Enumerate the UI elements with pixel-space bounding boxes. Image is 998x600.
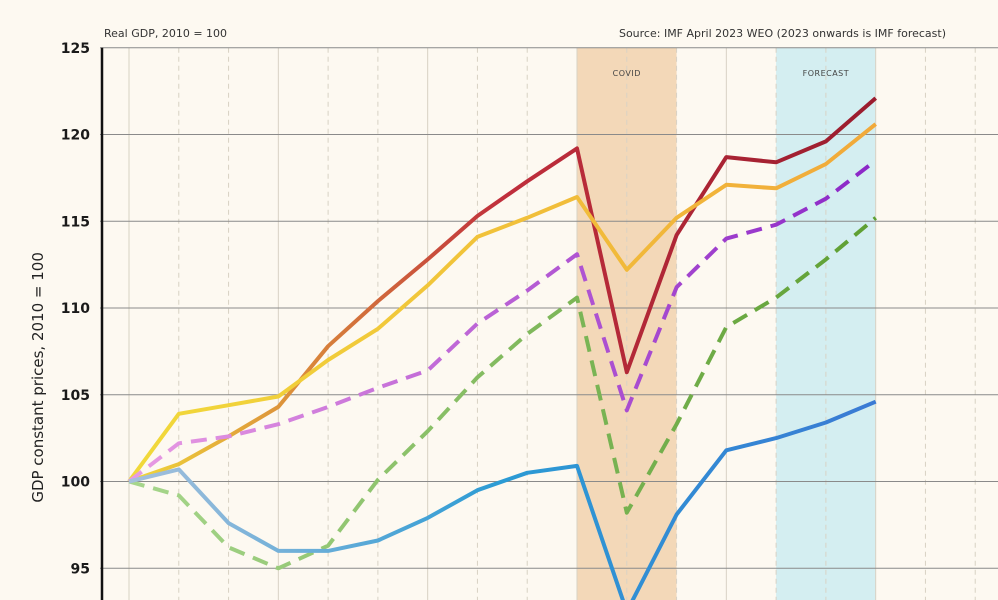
y-tick-labels: 95 100 105 110 115 120 125 bbox=[61, 41, 90, 578]
y-tick-label: 105 bbox=[61, 388, 90, 404]
source-note: Source: IMF April 2023 WEO (2023 onwards… bbox=[619, 27, 946, 40]
y-tick-label: 125 bbox=[61, 41, 90, 57]
y-tick-label: 95 bbox=[71, 561, 90, 577]
series-line-2 bbox=[127, 122, 877, 483]
gridlines bbox=[100, 47, 998, 600]
series-line-1 bbox=[128, 96, 878, 484]
unit-label: Real GDP, 2010 = 100 bbox=[104, 27, 227, 40]
series-line-5 bbox=[128, 399, 877, 600]
series-lines bbox=[127, 96, 878, 600]
y-tick-label: 120 bbox=[61, 128, 90, 144]
series-line-3 bbox=[127, 158, 877, 484]
y-axis-title: GDP constant prices, 2010 = 100 bbox=[29, 252, 47, 503]
y-tick-label: 115 bbox=[61, 214, 90, 230]
band-label-covid: COVID bbox=[613, 69, 641, 78]
band-label-forecast: FORECAST bbox=[803, 69, 850, 78]
series-line-4 bbox=[128, 216, 877, 571]
y-tick-label: 100 bbox=[61, 475, 90, 491]
y-tick-label: 110 bbox=[61, 301, 90, 317]
